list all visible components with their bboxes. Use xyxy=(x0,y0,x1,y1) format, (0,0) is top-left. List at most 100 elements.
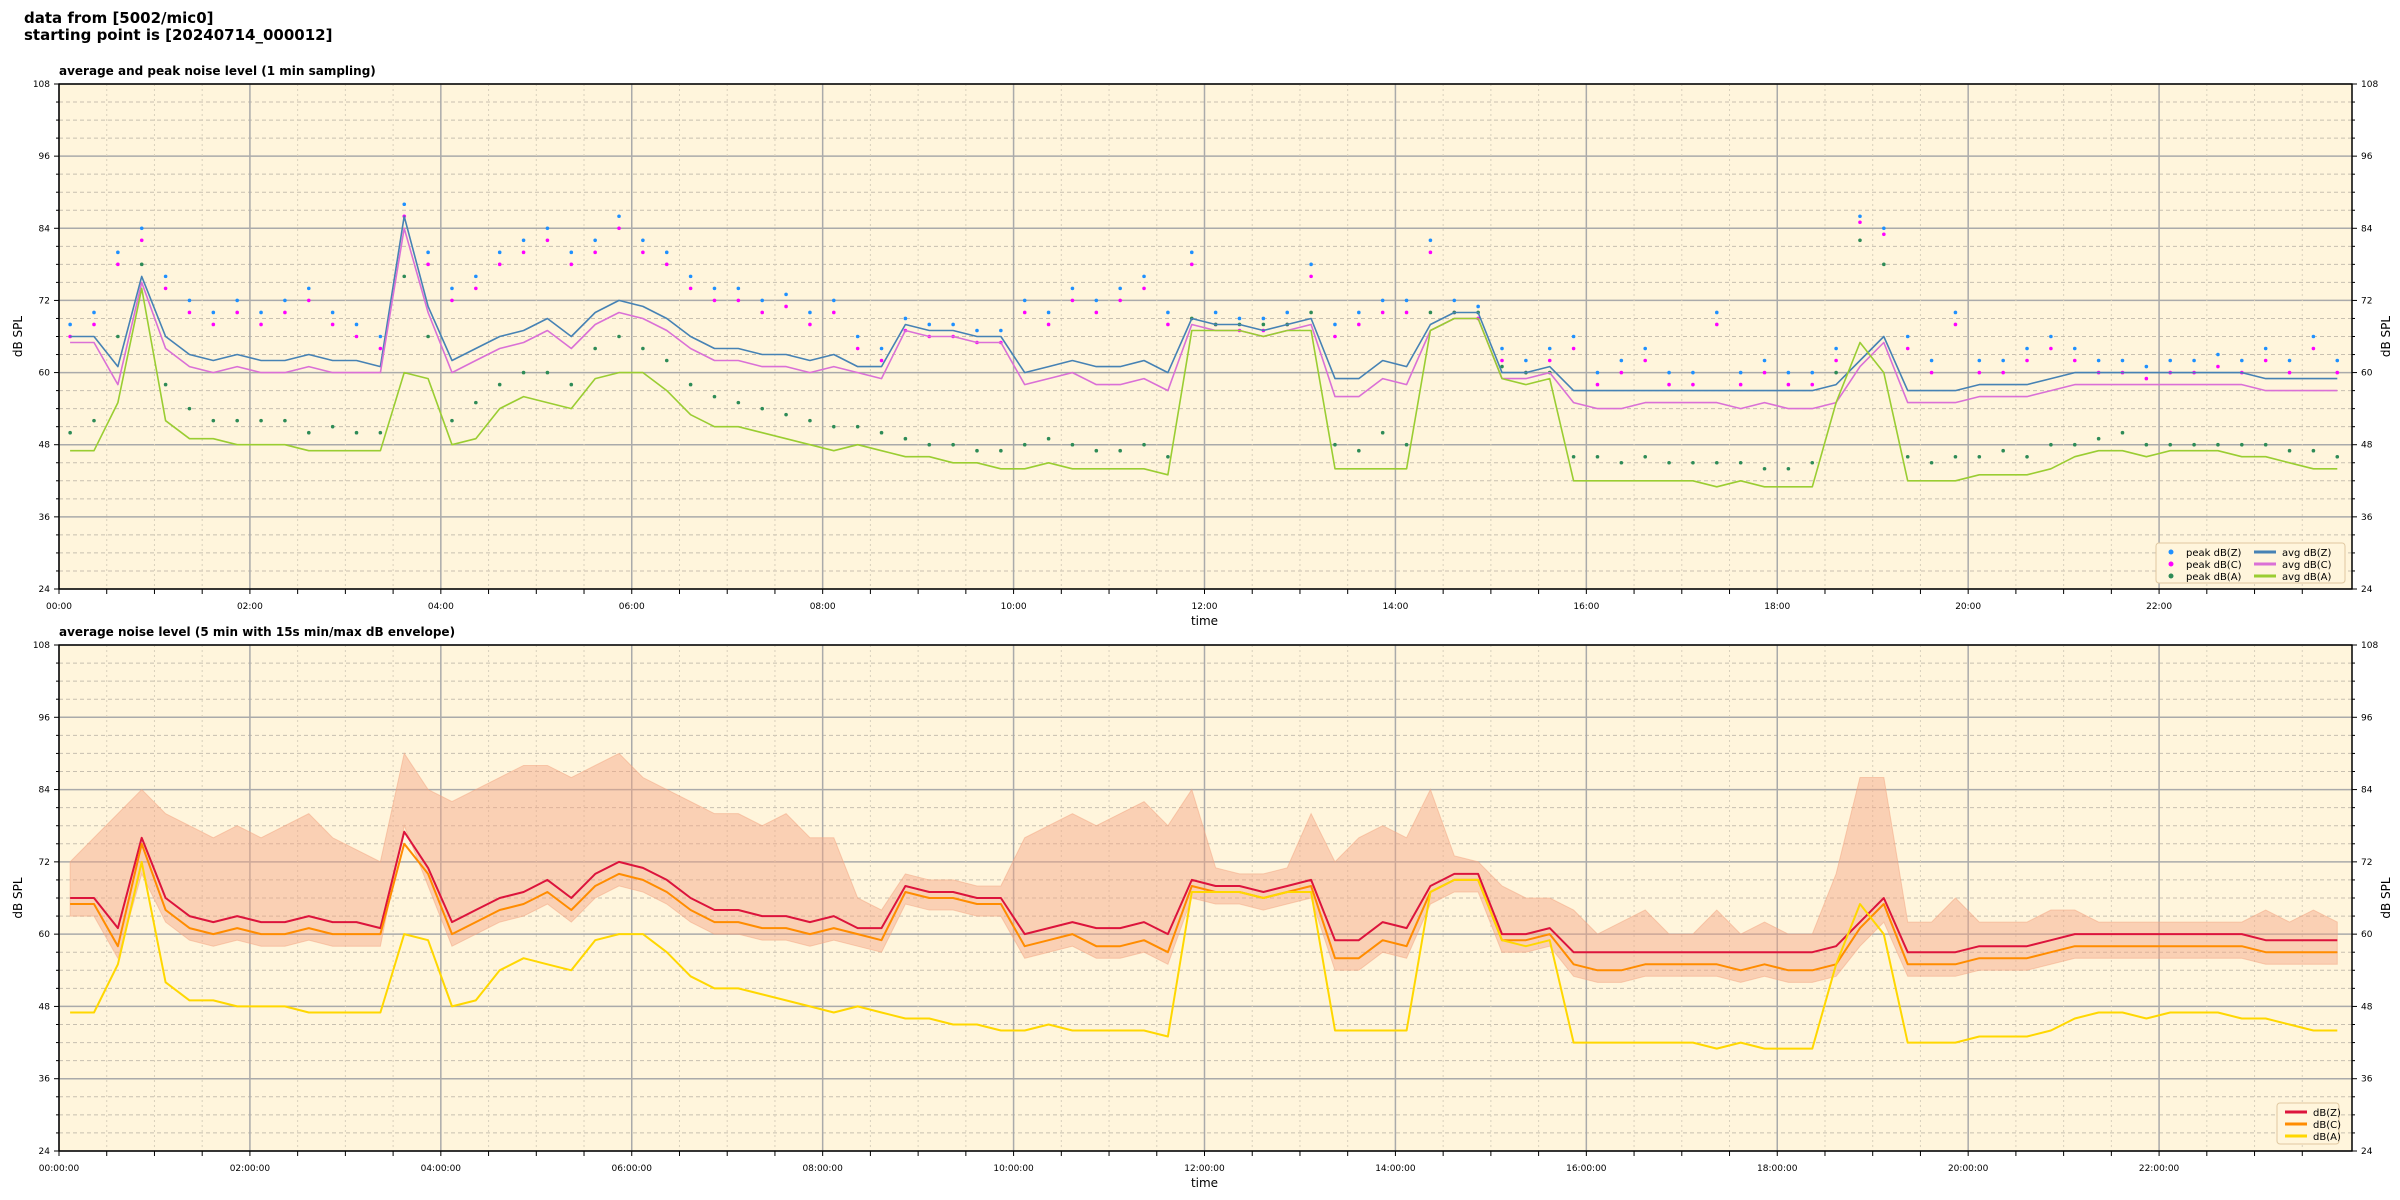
point-peak-db-c xyxy=(426,262,430,267)
point-peak-db-z xyxy=(1428,238,1433,243)
x-tick-label: 00:00 xyxy=(46,602,72,612)
point-peak-db-z xyxy=(2168,358,2173,363)
point-peak-db-c xyxy=(474,286,478,291)
point-peak-db-c xyxy=(1380,310,1385,315)
x-tick-label: 12:00 xyxy=(1192,602,1218,612)
point-peak-db-z xyxy=(1333,322,1337,327)
point-peak-db-z xyxy=(235,298,239,303)
point-peak-db-z xyxy=(593,238,597,243)
point-peak-db-a xyxy=(1333,442,1337,447)
point-peak-db-c xyxy=(116,262,120,267)
point-peak-db-z xyxy=(1738,370,1743,375)
point-peak-db-z xyxy=(2216,352,2220,357)
point-peak-db-c xyxy=(1428,250,1433,255)
point-peak-db-c xyxy=(1619,370,1624,375)
point-peak-db-z xyxy=(664,250,669,255)
point-peak-db-c xyxy=(712,298,717,303)
point-peak-db-a xyxy=(1118,448,1122,453)
point-peak-db-z xyxy=(2049,334,2053,339)
legend-label: dB(C) xyxy=(2313,1120,2341,1131)
x-tick-label: 08:00:00 xyxy=(802,1164,843,1174)
point-peak-db-a xyxy=(951,442,955,447)
point-peak-db-c xyxy=(2287,370,2292,375)
point-peak-db-c xyxy=(1118,298,1122,303)
point-peak-db-c xyxy=(2263,358,2268,363)
point-peak-db-a xyxy=(1046,436,1051,441)
point-peak-db-a xyxy=(1619,460,1624,465)
point-peak-db-a xyxy=(1738,460,1743,465)
point-peak-db-z xyxy=(1977,358,1982,363)
legend-marker xyxy=(2168,549,2174,555)
legend-label: avg dB(A) xyxy=(2282,572,2332,583)
point-peak-db-z xyxy=(521,238,526,243)
point-peak-db-c xyxy=(1571,346,1576,351)
y-tick-label-left: 48 xyxy=(39,441,51,451)
point-peak-db-c xyxy=(832,310,836,315)
y-tick-label-left: 60 xyxy=(39,930,51,940)
y-axis-label-right: dB SPL xyxy=(2379,877,2393,919)
point-peak-db-a xyxy=(903,436,908,441)
point-peak-db-z xyxy=(1595,370,1600,375)
point-peak-db-z xyxy=(1022,298,1027,303)
point-peak-db-z xyxy=(784,292,788,297)
point-peak-db-z xyxy=(1285,310,1290,315)
x-tick-label: 16:00 xyxy=(1573,602,1599,612)
point-peak-db-a xyxy=(1858,238,1862,243)
point-peak-db-z xyxy=(545,226,550,231)
point-peak-db-a xyxy=(688,382,693,387)
y-tick-label-right: 60 xyxy=(2361,369,2373,379)
point-peak-db-a xyxy=(1595,454,1600,459)
point-peak-db-a xyxy=(1882,262,1886,267)
y-tick-label-right: 60 xyxy=(2361,930,2373,940)
x-tick-label: 18:00:00 xyxy=(1757,1164,1798,1174)
point-peak-db-z xyxy=(832,298,836,303)
point-peak-db-z xyxy=(139,226,144,231)
point-peak-db-z xyxy=(474,274,478,279)
x-tick-label: 20:00 xyxy=(1955,602,1981,612)
point-peak-db-z xyxy=(1882,226,1886,231)
point-peak-db-c xyxy=(808,322,812,327)
legend-box xyxy=(2155,542,2346,584)
point-peak-db-z xyxy=(450,286,454,291)
point-peak-db-z xyxy=(2144,364,2149,369)
point-peak-db-c xyxy=(1977,370,1982,375)
point-peak-db-c xyxy=(879,358,884,363)
line-db-z xyxy=(70,830,2338,954)
point-peak-db-c xyxy=(1022,310,1027,315)
legend-label: avg dB(Z) xyxy=(2282,548,2332,559)
point-peak-db-z xyxy=(1261,316,1266,321)
point-peak-db-c xyxy=(163,286,168,291)
legend-label: peak dB(C) xyxy=(2186,560,2242,571)
x-tick-label: 06:00:00 xyxy=(612,1164,653,1174)
point-peak-db-c xyxy=(1046,322,1051,327)
point-peak-db-z xyxy=(354,322,359,327)
point-peak-db-a xyxy=(306,430,311,435)
point-peak-db-z xyxy=(2240,358,2244,363)
point-peak-db-c xyxy=(545,238,550,243)
point-peak-db-c xyxy=(664,262,669,267)
point-peak-db-z xyxy=(1810,370,1815,375)
point-peak-db-z xyxy=(569,250,574,255)
point-peak-db-c xyxy=(1858,220,1862,225)
y-tick-label-right: 36 xyxy=(2361,513,2373,523)
point-peak-db-a xyxy=(2072,442,2077,447)
point-peak-db-c xyxy=(1595,382,1600,387)
point-peak-db-c xyxy=(1691,382,1695,387)
point-peak-db-c xyxy=(211,322,216,327)
x-tick-label: 02:00 xyxy=(237,602,263,612)
point-peak-db-a xyxy=(2168,442,2173,447)
point-peak-db-a xyxy=(187,406,192,411)
point-peak-db-a xyxy=(402,274,407,279)
point-peak-db-a xyxy=(2240,442,2244,447)
point-peak-db-a xyxy=(354,430,359,435)
point-peak-db-a xyxy=(163,382,168,387)
point-peak-db-c xyxy=(2144,376,2149,381)
point-peak-db-c xyxy=(259,322,263,327)
point-peak-db-z xyxy=(92,310,96,315)
point-peak-db-a xyxy=(68,430,72,435)
chart-title: average and peak noise level (1 min samp… xyxy=(59,64,376,78)
point-peak-db-z xyxy=(1834,346,1838,351)
point-peak-db-z xyxy=(1237,316,1242,321)
point-peak-db-c xyxy=(2025,358,2029,363)
y-tick-label-left: 108 xyxy=(33,641,50,651)
